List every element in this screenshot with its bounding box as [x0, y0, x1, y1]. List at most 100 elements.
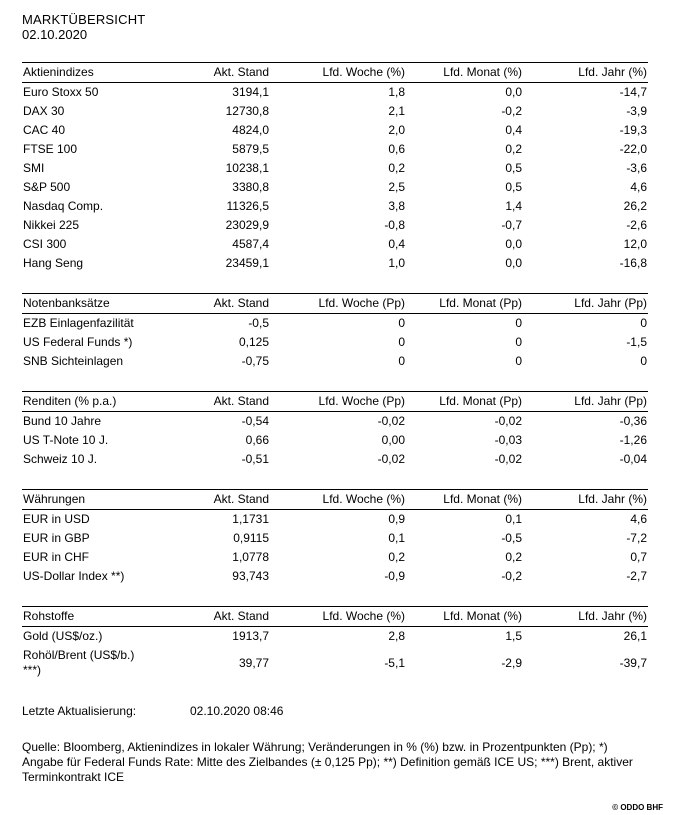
- cell-value: 23029,9: [225, 218, 269, 232]
- row-label: FTSE 100: [23, 142, 78, 156]
- cell-value: 0,2: [388, 161, 405, 175]
- row-label: EUR in CHF: [23, 550, 90, 564]
- cell-value: -2,6: [626, 218, 647, 232]
- cell-value: 0: [515, 335, 522, 349]
- section-title: Aktienindizes: [22, 62, 185, 83]
- column-header: Akt. Stand: [185, 606, 270, 627]
- cell-value: 23459,1: [225, 256, 269, 270]
- cell-value: 4,6: [630, 512, 647, 526]
- row-label: SNB Sichteinlagen: [23, 354, 124, 368]
- cell-value: 0,0: [505, 256, 522, 270]
- last-update-row: Letzte Aktualisierung: 02.10.2020 08:46: [22, 704, 650, 718]
- copyright: © ODDO BHF: [612, 803, 663, 812]
- table-row: US-Dollar Index **) 93,743 -0,9 -0,2 -2,7: [22, 567, 648, 586]
- column-header: Lfd. Monat (%): [406, 489, 523, 510]
- cell-value: -7,2: [626, 531, 647, 545]
- cell-value: -0,7: [501, 218, 522, 232]
- section-title: Notenbanksätze: [22, 293, 185, 314]
- page-title: MARKTÜBERSICHT: [22, 12, 146, 27]
- cell-value: 0,125: [238, 335, 269, 349]
- cell-value: -14,7: [619, 85, 647, 99]
- section-table-waehrungen: Währungen Akt. Stand Lfd. Woche (%) Lfd. Mo…: [22, 489, 648, 586]
- section-table-notenbanksaetze: Notenbanksätze Akt. Stand Lfd. Woche (Pp) L…: [22, 293, 648, 371]
- cell-value: 26,1: [623, 629, 647, 643]
- row-label: Rohöl/Brent (US$/b.) ***): [23, 648, 135, 677]
- column-header: Lfd. Jahr (Pp): [523, 293, 648, 314]
- cell-value: 93,743: [232, 569, 269, 583]
- cell-value: 0,7: [630, 550, 647, 564]
- cell-value: -39,7: [619, 655, 647, 670]
- section-table-aktienindizes: Aktienindizes Akt. Stand Lfd. Woche (%) Lfd…: [22, 62, 648, 273]
- last-update-label: Letzte Aktualisierung:: [22, 704, 137, 718]
- row-label: CAC 40: [23, 123, 66, 137]
- header-row: Aktienindizes Akt. Stand Lfd. Woche (%) Lfd…: [22, 62, 648, 83]
- cell-value: -2,7: [626, 569, 647, 583]
- cell-value: 3,8: [388, 199, 405, 213]
- header-row: Notenbanksätze Akt. Stand Lfd. Woche (Pp) L…: [22, 293, 648, 314]
- table-row: Nasdaq Comp. 11326,5 3,8 1,4 26,2: [22, 197, 648, 216]
- cell-value: 0,6: [388, 142, 405, 156]
- cell-value: -16,8: [619, 256, 647, 270]
- cell-value: 1,5: [505, 629, 522, 643]
- table-row: DAX 30 12730,8 2,1 -0,2 -3,9: [22, 102, 648, 121]
- cell-value: 1,1731: [232, 512, 269, 526]
- cell-value: 0: [640, 354, 647, 368]
- section-table-renditen: Renditen (% p.a.) Akt. Stand Lfd. Woche (P…: [22, 391, 648, 469]
- cell-value: 39,77: [238, 655, 269, 670]
- cell-value: 0,1: [505, 512, 522, 526]
- cell-value: 1,8: [388, 85, 405, 99]
- row-label: EUR in GBP: [23, 531, 90, 545]
- cell-value: -0,02: [494, 414, 522, 428]
- row-label: SMI: [23, 161, 45, 175]
- cell-value: -0,02: [377, 452, 405, 466]
- row-label: Schweiz 10 J.: [23, 452, 98, 466]
- header-row: Rohstoffe Akt. Stand Lfd. Woche (%) Lfd. Mo…: [22, 606, 648, 627]
- table-row: CAC 40 4824,0 2,0 0,4 -19,3: [22, 121, 648, 140]
- cell-value: 1,0778: [232, 550, 269, 564]
- column-header: Lfd. Woche (Pp): [270, 293, 406, 314]
- column-header: Akt. Stand: [185, 489, 270, 510]
- header-row: Renditen (% p.a.) Akt. Stand Lfd. Woche (P…: [22, 391, 648, 412]
- cell-value: 3380,8: [232, 180, 269, 194]
- column-header: Lfd. Monat (%): [406, 606, 523, 627]
- row-label: S&P 500: [23, 180, 71, 194]
- table-row: Schweiz 10 J. -0,51 -0,02 -0,02 -0,04: [22, 450, 648, 469]
- table-row: Euro Stoxx 50 3194,1 1,8 0,0 -14,7: [22, 83, 648, 103]
- cell-value: -0,51: [241, 452, 269, 466]
- last-update-value: 02.10.2020 08:46: [190, 704, 284, 718]
- cell-value: -0,54: [241, 414, 269, 428]
- cell-value: -0,8: [384, 218, 405, 232]
- column-header: Lfd. Woche (Pp): [270, 391, 406, 412]
- cell-value: 5879,5: [232, 142, 269, 156]
- table-row: SNB Sichteinlagen -0,75 0 0 0: [22, 352, 648, 371]
- table-row: Hang Seng 23459,1 1,0 0,0 -16,8: [22, 254, 648, 273]
- cell-value: 1,0: [388, 256, 405, 270]
- cell-value: 0: [515, 354, 522, 368]
- section-title: Renditen (% p.a.): [22, 391, 185, 412]
- column-header: Lfd. Woche (%): [270, 489, 406, 510]
- row-label: Gold (US$/oz.): [23, 629, 103, 643]
- cell-value: 4,6: [630, 180, 647, 194]
- column-header: Lfd. Monat (Pp): [406, 293, 523, 314]
- cell-value: 0,0: [505, 85, 522, 99]
- table-row: US T-Note 10 J. 0,66 0,00 -0,03 -1,26: [22, 431, 648, 450]
- cell-value: -0,02: [494, 452, 522, 466]
- cell-value: 0,2: [505, 550, 522, 564]
- row-label: Euro Stoxx 50: [23, 85, 99, 99]
- cell-value: -5,1: [384, 655, 405, 670]
- column-header: Lfd. Monat (Pp): [406, 391, 523, 412]
- row-label: Bund 10 Jahre: [23, 414, 102, 428]
- cell-value: 0,2: [388, 550, 405, 564]
- cell-value: -0,04: [619, 452, 647, 466]
- cell-value: -0,2: [501, 569, 522, 583]
- table-row: CSI 300 4587,4 0,4 0,0 12,0: [22, 235, 648, 254]
- column-header: Akt. Stand: [185, 293, 270, 314]
- header-row: Währungen Akt. Stand Lfd. Woche (%) Lfd. Mo…: [22, 489, 648, 510]
- cell-value: 11326,5: [226, 199, 270, 213]
- table-row: Gold (US$/oz.) 1913,7 2,8 1,5 26,1: [22, 627, 648, 647]
- cell-value: 0,4: [388, 237, 405, 251]
- cell-value: 2,5: [388, 180, 405, 194]
- cell-value: 0,5: [505, 161, 522, 175]
- table-row: EUR in USD 1,1731 0,9 0,1 4,6: [22, 510, 648, 530]
